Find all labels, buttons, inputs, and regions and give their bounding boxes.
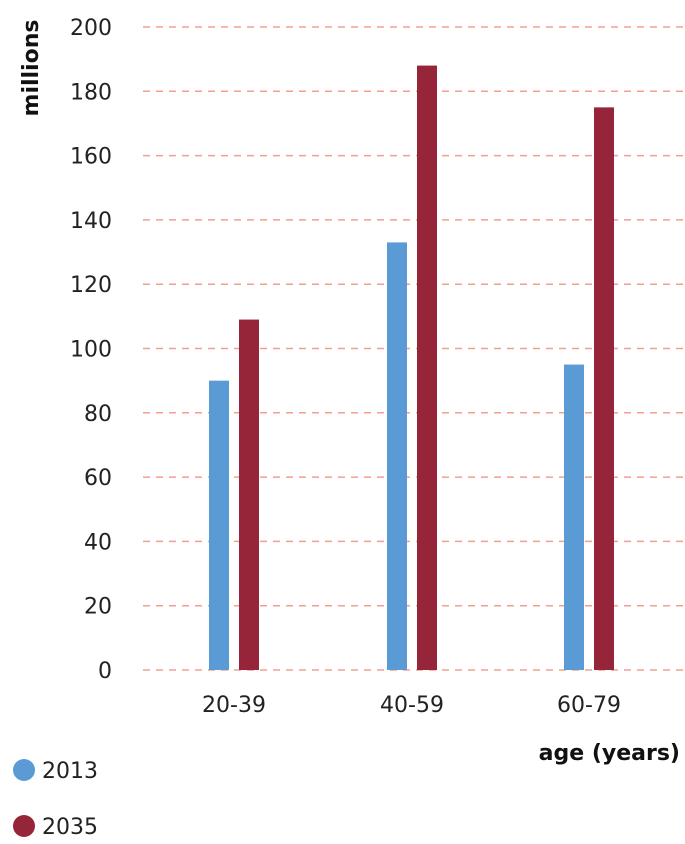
y-tick-label: 120 [70, 273, 112, 298]
legend-marker-2013 [13, 759, 35, 781]
bar-2035-20-39 [239, 319, 259, 670]
bar-2013-20-39 [209, 380, 229, 670]
legend-label-2013: 2013 [42, 759, 98, 784]
y-tick-label: 200 [70, 16, 112, 41]
bar-2035-40-59 [417, 65, 437, 670]
x-axis-ticks: 20-39 40-59 60-79 [202, 693, 621, 718]
y-tick-label: 80 [84, 402, 112, 427]
y-tick-label: 140 [70, 209, 112, 234]
y-tick-label: 100 [70, 338, 112, 363]
y-axis-ticks: 0 20 40 60 80 100 120 140 160 180 200 [70, 16, 112, 684]
bar-2013-60-79 [564, 364, 584, 670]
y-tick-label: 160 [70, 145, 112, 170]
x-tick-label: 40-59 [380, 693, 444, 718]
bar-2013-40-59 [387, 242, 407, 670]
y-tick-label: 60 [84, 466, 112, 491]
x-axis-title: age (years) [539, 741, 680, 766]
x-tick-label: 60-79 [557, 693, 621, 718]
legend-label-2035: 2035 [42, 815, 98, 840]
y-tick-label: 0 [98, 659, 112, 684]
y-axis-title: millions [19, 20, 44, 117]
bars [209, 65, 614, 670]
y-tick-label: 20 [84, 595, 112, 620]
legend: 2013 2035 [13, 759, 98, 840]
legend-marker-2035 [13, 815, 35, 837]
y-tick-label: 40 [84, 530, 112, 555]
bar-2035-60-79 [594, 107, 614, 670]
y-tick-label: 180 [70, 80, 112, 105]
x-tick-label: 20-39 [202, 693, 266, 718]
